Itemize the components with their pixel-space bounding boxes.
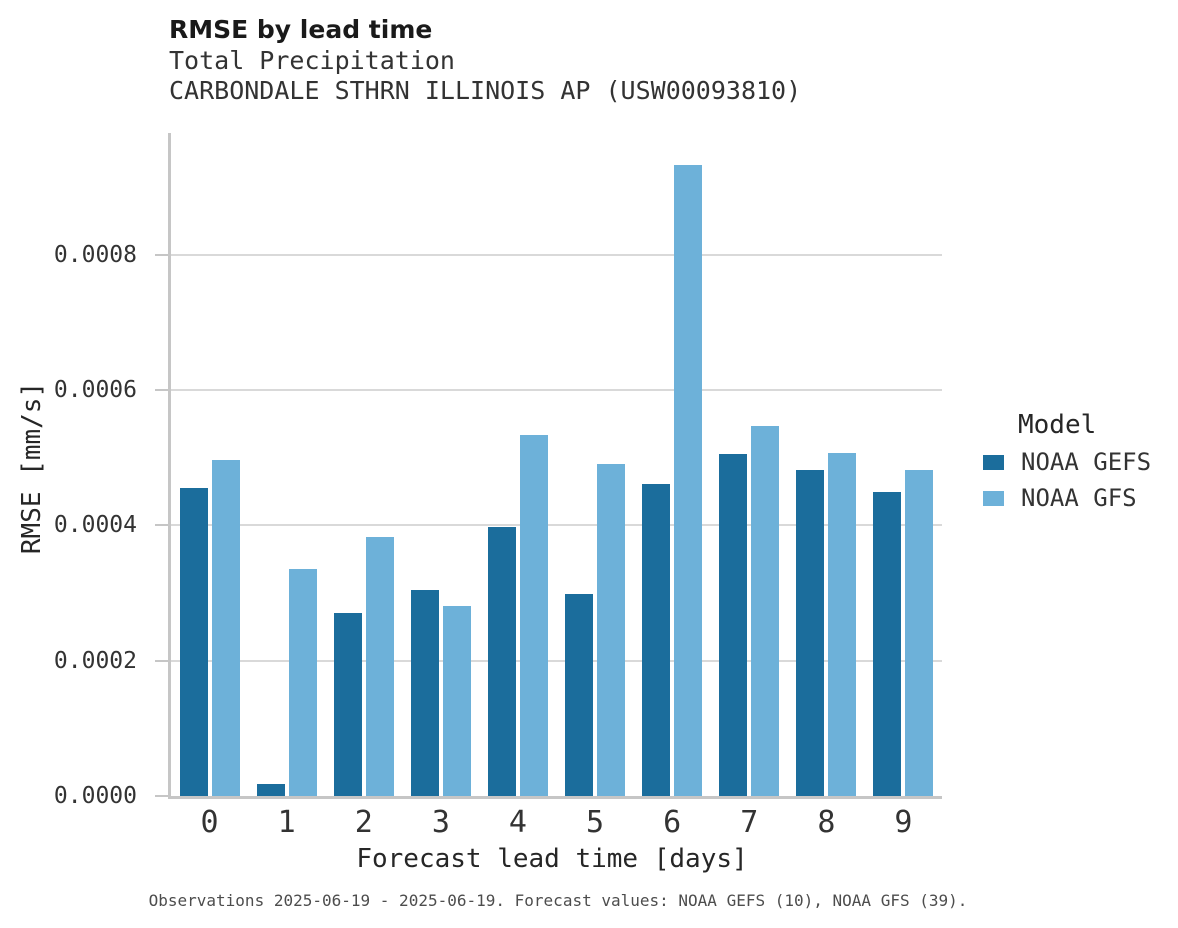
x-tick-label: 4: [508, 805, 527, 840]
bar-noaa-gfs: [828, 453, 857, 796]
bar-noaa-gefs: [487, 527, 516, 796]
bar-noaa-gefs: [565, 594, 594, 796]
gridline: [171, 524, 942, 527]
bar-noaa-gfs: [211, 460, 240, 796]
y-tick-label: 0.0000: [53, 783, 137, 809]
gridline: [171, 659, 942, 662]
chart-subtitle-line1: Total Precipitation: [169, 46, 455, 75]
legend-label-noaa-gfs: NOAA GFS: [1021, 484, 1137, 512]
x-tick-label: 7: [740, 805, 759, 840]
bar-noaa-gefs: [642, 484, 671, 796]
chart-title: RMSE by lead time: [169, 15, 433, 44]
legend-swatch-noaa-gefs: [983, 454, 1004, 470]
gridline: [171, 389, 942, 392]
bar-noaa-gefs: [256, 784, 285, 796]
bar-noaa-gfs: [905, 470, 934, 796]
x-axis-title: Forecast lead time [days]: [356, 844, 748, 874]
bar-noaa-gefs: [796, 470, 825, 796]
bar-noaa-gefs: [719, 454, 748, 796]
bar-noaa-gefs: [179, 488, 208, 796]
bar-noaa-gfs: [442, 606, 471, 796]
legend-label-noaa-gefs: NOAA GEFS: [1021, 448, 1152, 476]
legend: Model NOAA GEFS NOAA GFS: [983, 410, 1151, 521]
x-tick-label: 3: [431, 805, 450, 840]
gridline: [171, 253, 942, 256]
y-tick-label: 0.0002: [53, 647, 137, 674]
bar-noaa-gefs: [410, 590, 439, 796]
x-tick-label: 6: [663, 805, 682, 840]
y-tick-mark: [155, 659, 168, 662]
legend-entries: NOAA GEFS NOAA GFS: [983, 448, 1152, 512]
chart-subtitle: Total Precipitation CARBONDALE STHRN ILL…: [169, 46, 801, 106]
bar-noaa-gfs: [288, 569, 317, 796]
x-tick-label: 2: [354, 805, 373, 840]
legend-swatch-noaa-gfs: [983, 490, 1004, 506]
bar-noaa-gefs: [873, 492, 902, 796]
x-tick-label: 0: [200, 805, 219, 840]
chart-subtitle-line2: CARBONDALE STHRN ILLINOIS AP (USW0009381…: [169, 76, 802, 105]
y-tick-mark: [155, 389, 168, 392]
legend-entry-noaa-gfs: NOAA GFS: [983, 484, 1151, 512]
legend-title: Model: [1018, 410, 1097, 440]
bar-noaa-gfs: [751, 426, 780, 796]
y-tick-mark: [155, 253, 168, 256]
bar-noaa-gfs: [519, 435, 548, 796]
y-tick-mark: [155, 524, 168, 527]
bar-noaa-gfs: [597, 464, 626, 796]
caption: Observations 2025-06-19 - 2025-06-19. Fo…: [148, 891, 968, 910]
y-tick-label: 0.0008: [53, 241, 137, 268]
bar-noaa-gfs: [365, 537, 394, 796]
x-tick-label: 5: [586, 805, 605, 840]
y-tick-label: 0.0004: [53, 512, 137, 539]
legend-entry-noaa-gefs: NOAA GEFS: [983, 448, 1152, 476]
bar-noaa-gefs: [333, 613, 362, 796]
x-tick-label: 9: [894, 805, 913, 840]
plot-area: [168, 133, 942, 799]
y-axis-title: RMSE [mm/s]: [17, 381, 47, 555]
bar-noaa-gfs: [674, 165, 703, 796]
x-tick-label: 1: [277, 805, 296, 840]
y-tick-mark: [155, 795, 168, 797]
x-tick-label: 8: [817, 805, 836, 840]
y-tick-label: 0.0006: [53, 377, 137, 404]
